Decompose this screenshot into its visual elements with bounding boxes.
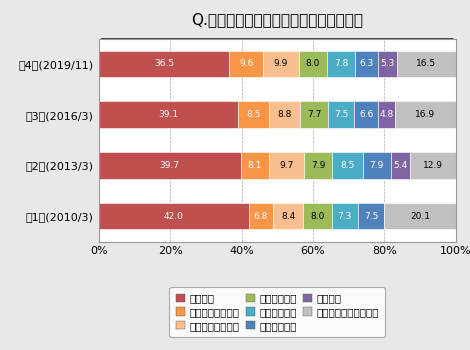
Bar [300,102,328,128]
Text: 8.5: 8.5 [340,161,355,170]
Bar [269,152,304,178]
Text: 7.7: 7.7 [307,110,321,119]
Bar [249,203,273,229]
Text: 42.0: 42.0 [164,212,184,220]
Text: 6.6: 6.6 [359,110,374,119]
Text: 16.5: 16.5 [416,60,436,68]
Bar [354,102,378,128]
Text: 7.8: 7.8 [334,60,348,68]
Text: 8.4: 8.4 [281,212,295,220]
Bar [269,102,300,128]
Text: 39.7: 39.7 [159,161,180,170]
Bar [391,152,410,178]
Text: 8.5: 8.5 [246,110,261,119]
Text: 39.1: 39.1 [158,110,179,119]
Text: 12.9: 12.9 [423,161,443,170]
Bar [303,203,332,229]
Text: 36.5: 36.5 [154,60,174,68]
Text: 16.9: 16.9 [415,110,435,119]
Text: 8.0: 8.0 [310,212,324,220]
Bar [328,102,354,128]
Bar [327,51,355,77]
Bar [384,203,456,229]
Bar [304,152,332,178]
Bar [99,102,238,128]
Bar [410,152,456,178]
Text: 7.9: 7.9 [369,161,384,170]
Bar [363,152,391,178]
Legend: ほぼ毎日, 週に４～５日程度, 週に２～３日程度, 週に１回程度, 月に数回程度, 年に数回程度, それ以下, 自分では料理はしない: ほぼ毎日, 週に４～５日程度, 週に２～３日程度, 週に１回程度, 月に数回程度… [170,287,385,337]
Text: 20.1: 20.1 [410,212,431,220]
Text: 6.8: 6.8 [254,212,268,220]
Text: 6.3: 6.3 [359,60,374,68]
Bar [358,203,384,229]
Bar [263,51,299,77]
Text: 9.7: 9.7 [280,161,294,170]
Text: 8.1: 8.1 [248,161,262,170]
Bar [395,102,455,128]
Bar [378,51,397,77]
Bar [378,102,395,128]
Text: 7.9: 7.9 [311,161,325,170]
Bar [299,51,327,77]
Bar [273,203,303,229]
Bar [99,152,241,178]
Text: 5.4: 5.4 [393,161,407,170]
Bar [355,51,378,77]
Bar [99,203,249,229]
Text: 9.6: 9.6 [239,60,253,68]
Bar [229,51,263,77]
Text: 7.3: 7.3 [337,212,352,220]
Text: 7.5: 7.5 [364,212,378,220]
Bar [332,152,363,178]
Bar [238,102,269,128]
Title: Q.どのくらいの頻度で料理をしますか？: Q.どのくらいの頻度で料理をしますか？ [191,13,363,28]
Text: 4.8: 4.8 [379,110,394,119]
Text: 8.8: 8.8 [277,110,291,119]
Text: 8.0: 8.0 [306,60,320,68]
Text: 9.9: 9.9 [274,60,288,68]
Text: 7.5: 7.5 [334,110,348,119]
Bar [397,51,455,77]
Bar [241,152,269,178]
Bar [332,203,358,229]
Bar [99,51,229,77]
Text: 5.3: 5.3 [380,60,394,68]
